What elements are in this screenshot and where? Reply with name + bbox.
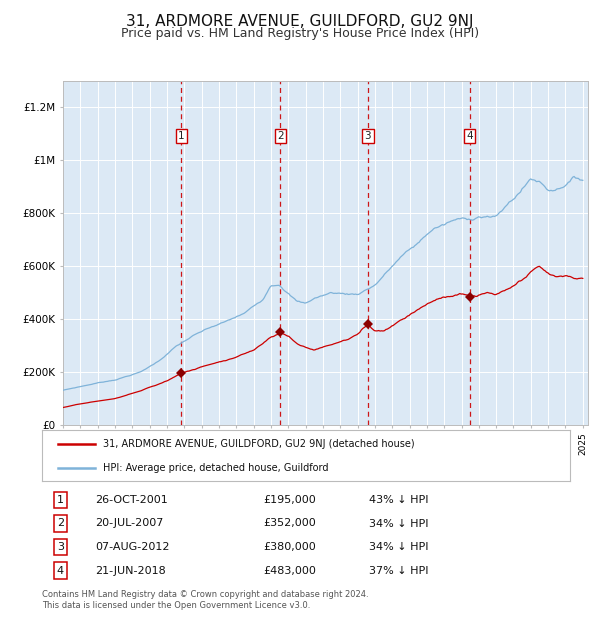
Text: Price paid vs. HM Land Registry's House Price Index (HPI): Price paid vs. HM Land Registry's House … xyxy=(121,27,479,40)
Text: £352,000: £352,000 xyxy=(264,518,317,528)
Text: £195,000: £195,000 xyxy=(264,495,317,505)
Text: 31, ARDMORE AVENUE, GUILDFORD, GU2 9NJ: 31, ARDMORE AVENUE, GUILDFORD, GU2 9NJ xyxy=(126,14,474,29)
Text: 2: 2 xyxy=(277,131,284,141)
Text: HPI: Average price, detached house, Guildford: HPI: Average price, detached house, Guil… xyxy=(103,463,328,473)
Text: 2: 2 xyxy=(57,518,64,528)
Text: 20-JUL-2007: 20-JUL-2007 xyxy=(95,518,163,528)
Text: 3: 3 xyxy=(57,542,64,552)
Text: 21-JUN-2018: 21-JUN-2018 xyxy=(95,565,166,575)
Text: 4: 4 xyxy=(57,565,64,575)
Text: Contains HM Land Registry data © Crown copyright and database right 2024.
This d: Contains HM Land Registry data © Crown c… xyxy=(42,590,368,609)
Text: 43% ↓ HPI: 43% ↓ HPI xyxy=(370,495,429,505)
Text: 1: 1 xyxy=(178,131,184,141)
Text: 31, ARDMORE AVENUE, GUILDFORD, GU2 9NJ (detached house): 31, ARDMORE AVENUE, GUILDFORD, GU2 9NJ (… xyxy=(103,439,415,449)
Text: 37% ↓ HPI: 37% ↓ HPI xyxy=(370,565,429,575)
Text: 26-OCT-2001: 26-OCT-2001 xyxy=(95,495,167,505)
Text: 07-AUG-2012: 07-AUG-2012 xyxy=(95,542,169,552)
Text: £380,000: £380,000 xyxy=(264,542,317,552)
Text: 4: 4 xyxy=(466,131,473,141)
Text: 1: 1 xyxy=(57,495,64,505)
Text: £483,000: £483,000 xyxy=(264,565,317,575)
Text: 34% ↓ HPI: 34% ↓ HPI xyxy=(370,542,429,552)
Text: 34% ↓ HPI: 34% ↓ HPI xyxy=(370,518,429,528)
Text: 3: 3 xyxy=(365,131,371,141)
